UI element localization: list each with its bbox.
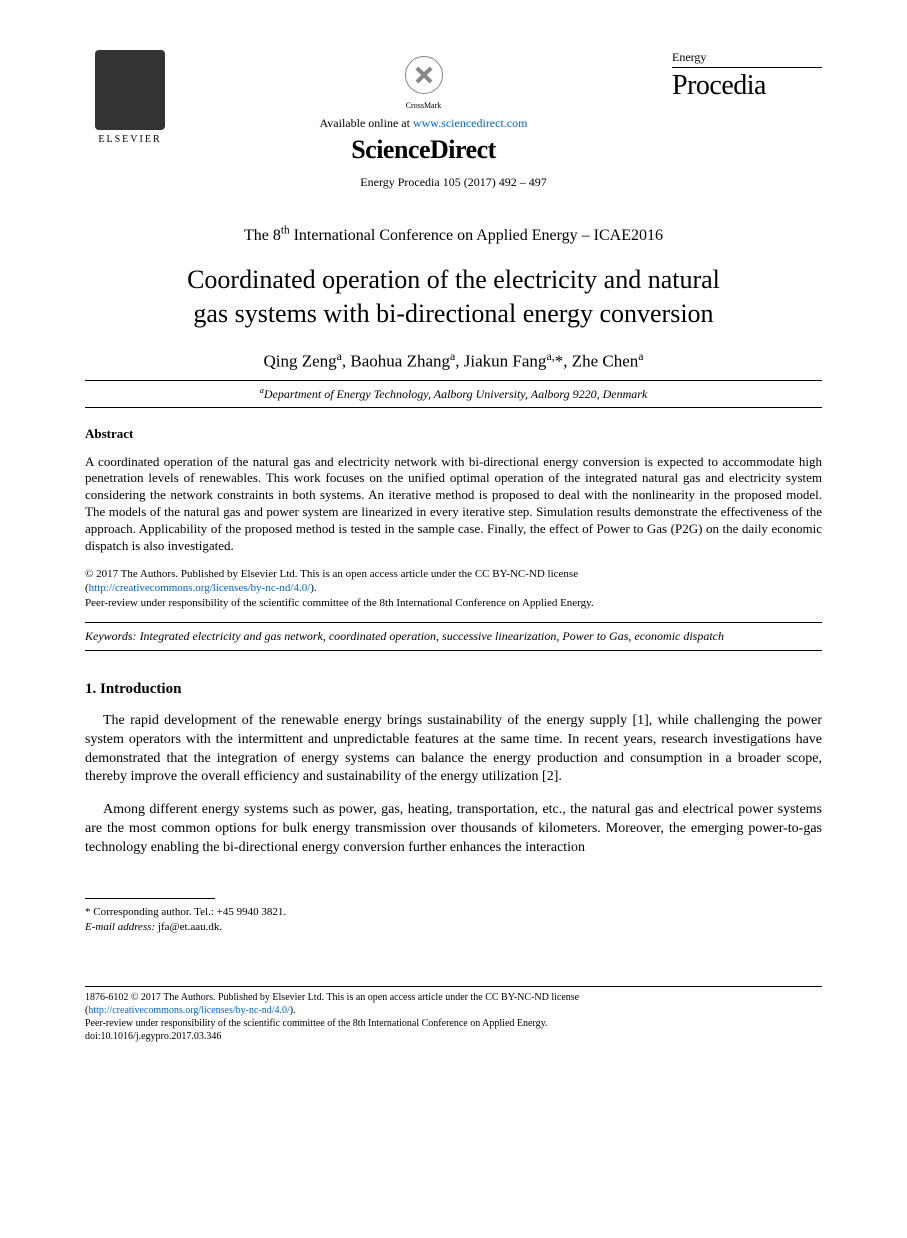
affiliation-line: aDepartment of Energy Technology, Aalbor… — [85, 380, 822, 408]
authors-line: Qing Zenga, Baohua Zhanga, Jiakun Fanga,… — [85, 349, 822, 372]
copyright-block: © 2017 The Authors. Published by Elsevie… — [85, 567, 822, 610]
sd-logo-text: ScienceDirect — [351, 135, 496, 164]
paragraph-1: The rapid development of the renewable e… — [85, 712, 822, 788]
abstract-heading: Abstract — [85, 426, 822, 442]
citation-line: Energy Procedia 105 (2017) 492 – 497 — [85, 175, 822, 190]
sciencedirect-url-link[interactable]: www.sciencedirect.com — [413, 116, 528, 130]
keywords-block: Keywords: Integrated electricity and gas… — [85, 622, 822, 651]
footer-block: 1876-6102 © 2017 The Authors. Published … — [85, 991, 822, 1043]
available-text: Available online at — [320, 116, 413, 130]
affiliation-text: Department of Energy Technology, Aalborg… — [264, 387, 647, 401]
email-label: E-mail address: — [85, 921, 155, 933]
title-line-1: Coordinated operation of the electricity… — [187, 265, 720, 294]
footer-line-1: 1876-6102 © 2017 The Authors. Published … — [85, 992, 579, 1003]
conference-text: The 8th International Conference on Appl… — [244, 227, 663, 244]
page: ELSEVIER CrossMark Available online at w… — [0, 0, 907, 1083]
license-link[interactable]: http://creativecommons.org/licenses/by-n… — [89, 582, 311, 594]
paragraph-2: Among different energy systems such as p… — [85, 801, 822, 858]
keywords-label: Keywords: — [85, 629, 137, 643]
article-title: Coordinated operation of the electricity… — [95, 263, 812, 331]
footnote-block: * Corresponding author. Tel.: +45 9940 3… — [85, 905, 822, 936]
header-row: ELSEVIER CrossMark Available online at w… — [85, 50, 822, 165]
elsevier-tree-icon — [95, 50, 165, 130]
sciencedirect-logo: ScienceDirect — [175, 135, 672, 165]
elsevier-logo-block: ELSEVIER — [85, 50, 175, 145]
keywords-text: Integrated electricity and gas network, … — [137, 629, 724, 643]
section-1-heading: 1. Introduction — [85, 681, 822, 698]
journal-procedia-text: Procedia — [672, 70, 822, 102]
copyright-line-1: © 2017 The Authors. Published by Elsevie… — [85, 568, 578, 580]
crossmark-icon[interactable] — [405, 56, 443, 94]
footer-license-link[interactable]: http://creativecommons.org/licenses/by-n… — [88, 1005, 289, 1016]
footer-separator — [85, 986, 822, 987]
footer-line-2: Peer-review under responsibility of the … — [85, 1018, 547, 1029]
elsevier-label: ELSEVIER — [85, 134, 175, 145]
header-center: CrossMark Available online at www.scienc… — [175, 50, 672, 165]
footnote-separator — [85, 898, 215, 899]
conference-line: The 8th International Conference on Appl… — [85, 225, 822, 245]
abstract-text: A coordinated operation of the natural g… — [85, 454, 822, 555]
journal-energy-text: Energy — [672, 50, 822, 68]
corresponding-author-line: * Corresponding author. Tel.: +45 9940 3… — [85, 905, 822, 920]
title-line-2: gas systems with bi-directional energy c… — [193, 299, 713, 328]
journal-logo-block: Energy Procedia — [672, 50, 822, 102]
available-online-line: Available online at www.sciencedirect.co… — [175, 116, 672, 131]
crossmark-label: CrossMark — [175, 101, 672, 110]
footer-doi: doi:10.1016/j.egypro.2017.03.346 — [85, 1031, 221, 1042]
copyright-line-2: Peer-review under responsibility of the … — [85, 597, 594, 609]
email-value: jfa@et.aau.dk. — [155, 921, 222, 933]
